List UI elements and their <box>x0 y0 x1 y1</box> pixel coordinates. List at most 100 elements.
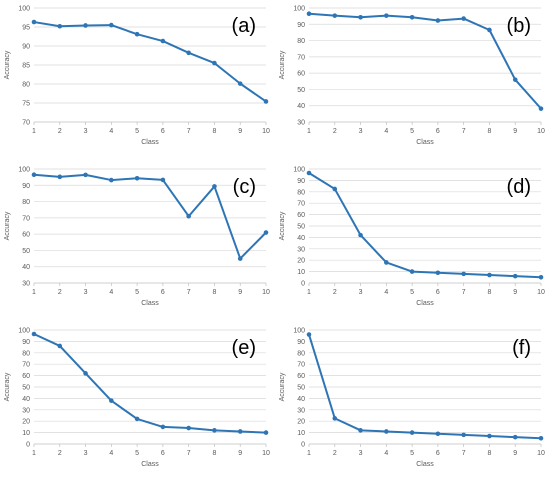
y-tick-label: 50 <box>297 385 305 392</box>
y-tick-label: 80 <box>22 350 30 357</box>
y-tick-label: 40 <box>297 396 305 403</box>
data-point <box>109 398 114 403</box>
x-tick-label: 5 <box>135 128 139 135</box>
chart-panel-f: 0 10 20 30 40 50 60 70 80 90 100 1 2 3 4 5 6 7 8 9 10 Class Ac… <box>275 322 550 483</box>
x-tick-label: 7 <box>462 450 466 457</box>
x-tick-label: 3 <box>84 128 88 135</box>
x-tick-label: 4 <box>109 450 113 457</box>
data-point <box>512 77 518 82</box>
x-tick-label: 3 <box>84 450 88 457</box>
y-tick-label: 90 <box>297 339 305 346</box>
y-tick-label: 100 <box>18 328 30 335</box>
x-tick-label: 10 <box>537 128 545 135</box>
y-tick-label: 50 <box>297 87 305 94</box>
x-tick-label: 9 <box>513 450 517 457</box>
x-tick-label: 6 <box>161 450 165 457</box>
x-tick-label: 1 <box>307 450 311 457</box>
data-point <box>306 170 312 176</box>
x-tick-label: 3 <box>359 450 363 457</box>
chart-panel-e: 0 10 20 30 40 50 60 70 80 90 100 1 2 3 4 5 6 7 8 9 10 Class Ac… <box>0 322 275 483</box>
y-tick-label: 80 <box>297 189 305 196</box>
y-tick-label: 0 <box>26 442 30 449</box>
x-tick-label: 9 <box>513 128 517 135</box>
data-point <box>263 230 269 235</box>
data-point <box>212 184 217 189</box>
y-tick-label: 90 <box>22 44 30 51</box>
y-tick-label: 20 <box>22 419 30 426</box>
y-tick-label: 60 <box>297 71 305 78</box>
panel-label: (f) <box>512 337 531 359</box>
x-tick-label: 3 <box>359 128 363 135</box>
series-line <box>308 172 542 279</box>
data-point <box>512 434 518 440</box>
y-tick-label: 70 <box>22 215 30 222</box>
data-point <box>31 172 37 177</box>
x-tick-label: 9 <box>238 450 242 457</box>
x-tick-label: 2 <box>58 289 62 296</box>
data-point <box>212 60 217 66</box>
data-point <box>263 99 269 104</box>
line-chart-a: 70 75 80 85 90 95 100 1 2 3 4 5 6 7 8 9 10 Class Accuracy (… <box>4 6 270 147</box>
y-axis-title: Accuracy <box>279 50 286 79</box>
y-tick-label: 70 <box>297 362 305 369</box>
panel-label: (d) <box>507 176 531 198</box>
x-tick-label: 2 <box>333 289 337 296</box>
y-tick-label: 30 <box>297 407 305 414</box>
x-tick-label: 4 <box>109 289 113 296</box>
y-tick-label: 40 <box>297 103 305 110</box>
data-point <box>332 186 338 192</box>
x-tick-label: 6 <box>161 128 165 135</box>
y-tick-label: 100 <box>18 167 30 174</box>
chart-panel-c: 30 40 50 60 70 80 90 100 1 2 3 4 5 6 7 8 9 10 Class Accurac… <box>0 161 275 322</box>
y-tick-label: 100 <box>293 328 305 335</box>
data-point <box>409 14 415 20</box>
y-tick-label: 75 <box>22 101 30 108</box>
data-point <box>358 428 363 433</box>
x-axis-title: Class <box>416 300 434 307</box>
x-tick-label: 5 <box>410 128 414 135</box>
y-tick-label: 100 <box>293 167 305 174</box>
data-point <box>134 31 140 37</box>
y-axis-title: Accuracy <box>279 211 286 240</box>
series-line <box>33 21 267 103</box>
y-tick-label: 50 <box>297 224 305 231</box>
x-tick-label: 9 <box>513 289 517 296</box>
x-tick-label: 7 <box>187 128 191 135</box>
panel-label: (a) <box>232 15 256 37</box>
y-tick-label: 0 <box>301 281 305 288</box>
x-tick-label: 8 <box>212 450 216 457</box>
data-point <box>461 16 466 21</box>
x-tick-label: 8 <box>487 289 491 296</box>
data-point <box>409 430 415 435</box>
series-line <box>308 334 542 440</box>
data-point <box>57 23 63 29</box>
line-chart-b: 30 40 50 60 70 80 90 100 1 2 3 4 5 6 7 8 9 10 Class Accurac… <box>279 6 545 147</box>
data-point <box>461 432 466 438</box>
x-tick-label: 2 <box>58 450 62 457</box>
y-tick-label: 70 <box>22 362 30 369</box>
x-tick-label: 10 <box>537 450 545 457</box>
y-tick-label: 95 <box>22 25 30 32</box>
y-axis-title: Accuracy <box>4 50 11 79</box>
data-point <box>186 425 191 431</box>
data-point <box>160 177 166 183</box>
x-tick-label: 10 <box>262 128 270 135</box>
data-point <box>237 256 243 261</box>
data-point <box>31 331 37 337</box>
x-tick-label: 6 <box>436 289 440 296</box>
x-tick-label: 4 <box>384 128 388 135</box>
data-point <box>384 13 389 18</box>
y-tick-label: 60 <box>297 373 305 380</box>
y-tick-label: 80 <box>297 350 305 357</box>
x-tick-label: 1 <box>307 289 311 296</box>
y-tick-label: 70 <box>297 201 305 208</box>
data-point <box>83 371 88 376</box>
x-tick-label: 7 <box>187 289 191 296</box>
data-point <box>160 38 166 44</box>
data-point <box>538 436 544 441</box>
y-tick-label: 100 <box>293 6 305 13</box>
data-point <box>109 177 114 183</box>
y-tick-label: 90 <box>22 183 30 190</box>
panel-label: (e) <box>232 337 256 359</box>
x-tick-label: 9 <box>238 128 242 135</box>
